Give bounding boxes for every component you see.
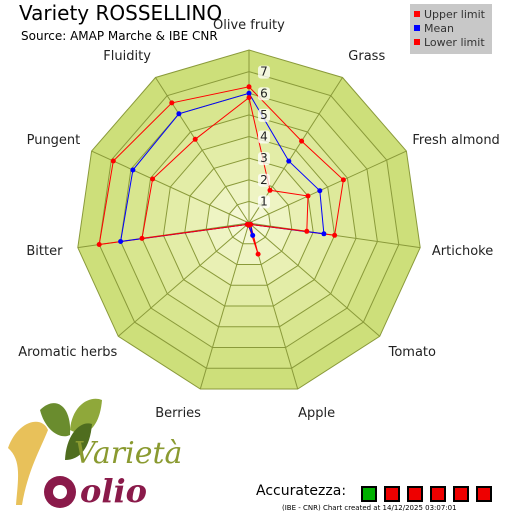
radar-spoke	[248, 222, 381, 337]
logo-text-olio: olio	[80, 472, 147, 510]
series-point	[317, 188, 323, 194]
series-point	[246, 84, 252, 90]
series-point	[250, 232, 256, 238]
axis-label: Fresh almond	[412, 133, 500, 149]
accuracy-box	[476, 486, 492, 502]
axis-label: Olive fruity	[213, 17, 285, 33]
accuracy-box	[430, 486, 446, 502]
series-point	[246, 90, 252, 96]
series-point	[150, 176, 156, 182]
legend-item-lower: Lower limit	[414, 36, 485, 49]
accuracy-box	[384, 486, 400, 502]
axis-label: Bitter	[26, 243, 63, 259]
series-point	[110, 158, 116, 164]
series-point	[255, 251, 261, 257]
radar-spoke	[199, 222, 250, 390]
tick-label: 5	[260, 108, 268, 122]
axis-label: Aromatic herbs	[18, 345, 118, 361]
tick-label-bg	[258, 65, 270, 79]
series-line	[119, 92, 325, 243]
series-point	[192, 136, 198, 142]
tick-label: 4	[260, 130, 268, 144]
chart-credit: (IBE - CNR) Chart created at 14/12/2025 …	[282, 504, 457, 512]
chart-title: Variety ROSSELLINO	[19, 1, 223, 25]
radar-spoke	[248, 150, 407, 224]
legend-label-mean: Mean	[424, 22, 454, 35]
series-point	[267, 187, 273, 193]
series-point	[130, 167, 136, 173]
tick-label: 1	[260, 194, 268, 208]
series-point	[299, 138, 305, 144]
tick-label: 2	[260, 173, 268, 187]
tick-label-bg	[258, 130, 270, 144]
chart-subtitle: Source: AMAP Marche & IBE CNR	[21, 29, 218, 43]
series-point	[169, 100, 175, 106]
accuracy-box	[453, 486, 469, 502]
axis-label: Tomato	[388, 345, 436, 361]
radar-spoke	[117, 222, 250, 337]
series-point	[244, 221, 250, 227]
tick-label-bg	[258, 87, 270, 101]
radar-spoke	[91, 150, 250, 224]
tick-label-bg	[258, 108, 270, 122]
axis-label: Apple	[298, 405, 336, 421]
logo-text-varieta: Varietà	[74, 436, 182, 471]
tick-label-bg	[258, 173, 270, 187]
legend-item-mean: Mean	[414, 22, 454, 35]
tick-label-bg	[258, 195, 270, 209]
legend-item-upper: Upper limit	[414, 8, 485, 21]
tick-label-bg	[258, 152, 270, 166]
series-point	[304, 228, 310, 234]
tick-label: 3	[260, 151, 268, 165]
series-point	[118, 239, 124, 244]
chart-legend: Upper limit Mean Lower limit	[410, 4, 492, 54]
series-point	[305, 193, 311, 199]
series-point	[340, 177, 346, 183]
series-point	[286, 158, 292, 164]
accuracy-box	[361, 486, 377, 502]
series-point	[246, 95, 252, 101]
series-point	[332, 232, 338, 238]
tick-label: 7	[260, 65, 268, 79]
series-point	[321, 231, 327, 237]
tick-label: 6	[260, 86, 268, 100]
legend-label-lower: Lower limit	[424, 36, 485, 49]
series-point	[139, 235, 145, 241]
accuracy-label: Accuratezza:	[256, 483, 347, 499]
series-line	[98, 86, 344, 255]
legend-swatch-upper	[414, 11, 420, 17]
axis-label: Pungent	[26, 133, 81, 149]
series-point	[176, 111, 182, 117]
axis-label: Berries	[155, 405, 201, 421]
legend-swatch-mean	[414, 25, 420, 31]
axis-label: Artichoke	[431, 243, 494, 259]
legend-swatch-lower	[414, 39, 420, 45]
accuracy-box	[407, 486, 423, 502]
legend-label-upper: Upper limit	[424, 8, 485, 21]
axis-label: Grass	[348, 48, 386, 64]
series-point	[96, 242, 102, 247]
axis-label: Fluidity	[103, 48, 151, 64]
